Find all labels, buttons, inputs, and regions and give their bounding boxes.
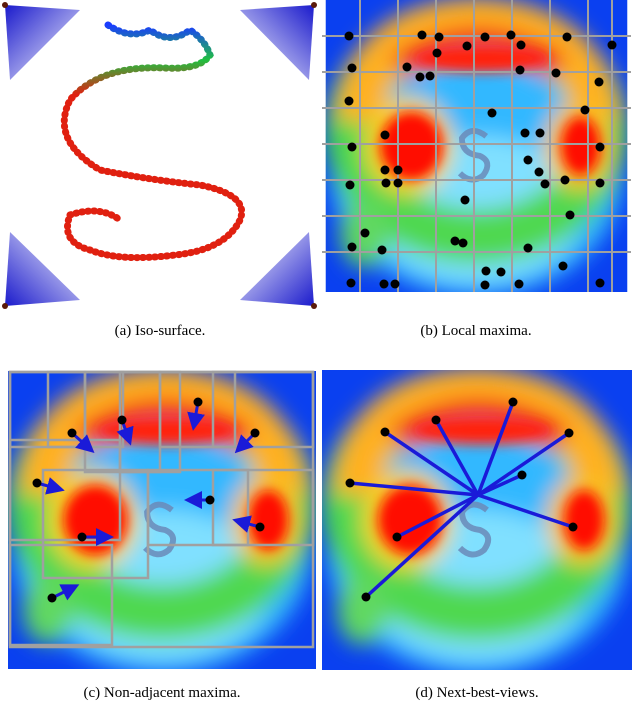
panel-a: (a) Iso-surface. [2, 2, 317, 339]
maxima [344, 30, 617, 290]
panel-d: (d) Next-best-views. [322, 370, 632, 701]
grid [322, 0, 631, 292]
panel-b: (b) Local maxima. [322, 0, 631, 339]
caption: (a) Iso-surface. [115, 323, 206, 339]
caption: (d) Next-best-views. [415, 685, 538, 701]
caption: (b) Local maxima. [420, 323, 531, 339]
caption: (c) Non-adjacent maxima. [83, 685, 240, 701]
panel-c: (c) Non-adjacent maxima. [8, 371, 316, 701]
